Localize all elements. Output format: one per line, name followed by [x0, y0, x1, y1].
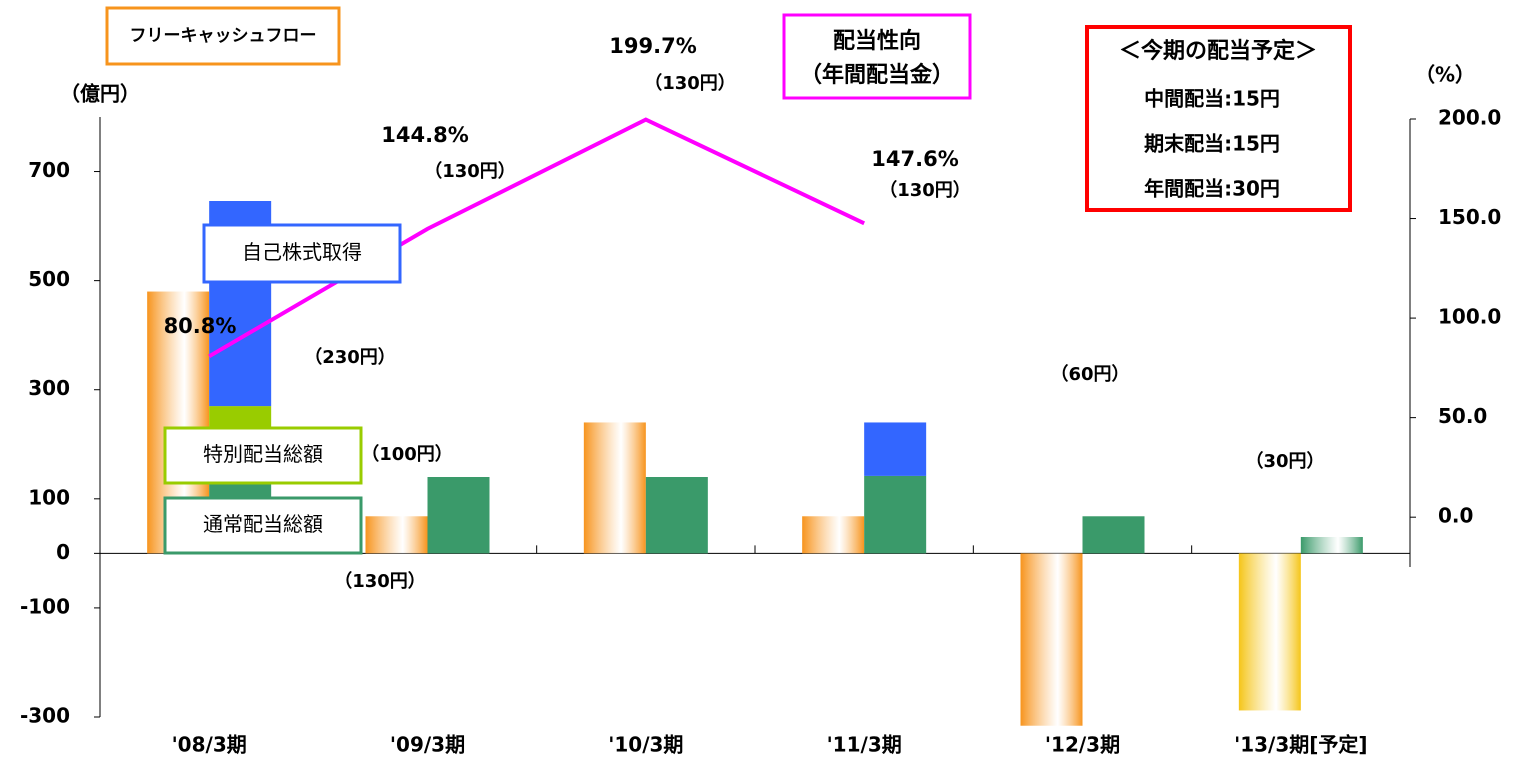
legend-box	[202, 223, 402, 284]
data-label: 147.6%	[871, 147, 958, 171]
x-tick-label: '12/3期	[1045, 733, 1120, 757]
y-tick-label: 100	[28, 485, 70, 509]
bar	[427, 477, 490, 554]
forecast-line: 中間配当:15円	[1144, 87, 1280, 111]
annotation: （130円）	[424, 161, 516, 182]
y2-axis-label: （%）	[1415, 63, 1475, 87]
line	[208, 117, 866, 359]
legend-label: 配当性向	[833, 28, 921, 54]
legend-label: 自己株式取得	[242, 240, 362, 264]
forecast-box	[1085, 25, 1352, 212]
annotation: （130円）	[334, 571, 426, 592]
legend-box	[163, 426, 363, 485]
annotation: （60円）	[1050, 364, 1129, 385]
bar	[1238, 553, 1301, 711]
forecast-title: ＜今期の配当予定＞	[1119, 38, 1317, 64]
bar	[365, 516, 428, 554]
x-tick-label: '08/3期	[172, 733, 247, 757]
legend-box	[105, 6, 341, 66]
bar	[864, 475, 927, 554]
data-label: 144.8%	[381, 123, 468, 147]
annotation: （30円）	[1245, 451, 1324, 472]
forecast-line: 年間配当:30円	[1144, 177, 1280, 201]
y2-tick-label: 50.0	[1438, 404, 1487, 428]
y-tick-label: -300	[20, 704, 70, 728]
y-tick-label: 500	[28, 267, 70, 291]
y2-tick-label: 0.0	[1438, 504, 1473, 528]
bar	[1300, 537, 1363, 554]
x-tick-label: '09/3期	[390, 733, 465, 757]
y-tick-label: 300	[28, 376, 70, 400]
y-axis-label: （億円）	[60, 82, 140, 106]
y2-tick-label: 150.0	[1438, 205, 1501, 229]
legend-box	[163, 496, 363, 555]
y-tick-label: 0	[56, 540, 70, 564]
legend-label: 特別配当総額	[203, 442, 323, 466]
bar	[864, 422, 927, 476]
x-tick-label: '13/3期[予定]	[1234, 733, 1367, 757]
bar	[583, 422, 646, 554]
bar	[802, 516, 865, 554]
x-tick-label: '10/3期	[608, 733, 683, 757]
annotation: （100円）	[361, 444, 453, 465]
y2-tick-label: 200.0	[1438, 106, 1501, 130]
forecast-line: 期末配当:15円	[1144, 132, 1280, 156]
bar	[1082, 516, 1145, 554]
y-tick-label: -100	[20, 594, 70, 618]
annotation: （230円）	[304, 347, 396, 368]
legend-note: （年間配当金）	[800, 62, 954, 88]
legend-label: フリーキャッシュフロー	[130, 26, 317, 46]
y-tick-label: 700	[28, 158, 70, 182]
legend-label: 通常配当総額	[203, 512, 323, 536]
annotation: （130円）	[879, 180, 971, 201]
y2-tick-label: 100.0	[1438, 305, 1501, 329]
data-label: 199.7%	[609, 34, 696, 58]
data-label: 80.8%	[164, 314, 237, 338]
bar	[1020, 553, 1083, 726]
legend-box	[782, 13, 972, 100]
bar	[645, 477, 708, 554]
annotation: （130円）	[644, 73, 736, 94]
x-tick-label: '11/3期	[827, 733, 902, 757]
